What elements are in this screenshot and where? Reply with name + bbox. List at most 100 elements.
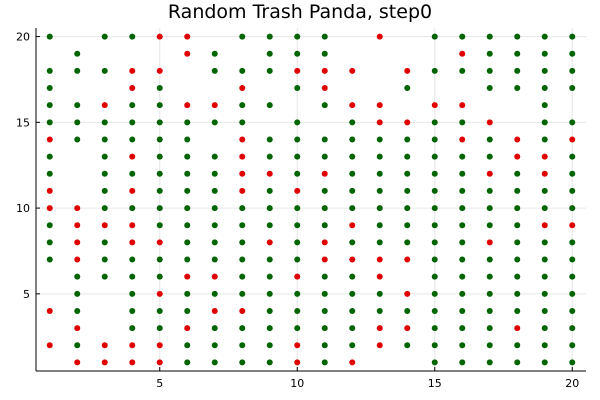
data-point-green xyxy=(541,33,548,40)
data-point-green xyxy=(541,273,548,280)
data-point-green xyxy=(46,67,53,74)
data-point-green xyxy=(239,325,246,332)
data-point-red xyxy=(376,33,383,40)
data-point-green xyxy=(294,222,301,229)
data-point-green xyxy=(266,50,273,57)
data-point-green xyxy=(184,205,191,212)
data-point-red xyxy=(376,342,383,349)
data-point-green xyxy=(321,307,328,314)
data-point-red xyxy=(404,290,411,297)
data-point-red xyxy=(239,136,246,143)
data-point-green xyxy=(541,359,548,366)
data-point-green xyxy=(514,67,521,74)
data-point-green xyxy=(156,307,163,314)
data-point-red xyxy=(74,325,81,332)
data-point-green xyxy=(294,85,301,92)
data-point-red xyxy=(46,187,53,194)
data-point-green xyxy=(376,239,383,246)
data-point-green xyxy=(101,153,108,160)
data-point-red xyxy=(211,273,218,280)
data-point-green xyxy=(101,187,108,194)
data-point-green xyxy=(211,205,218,212)
data-point-green xyxy=(266,359,273,366)
data-point-green xyxy=(514,273,521,280)
data-point-green xyxy=(376,153,383,160)
data-point-red xyxy=(156,33,163,40)
data-point-green xyxy=(541,119,548,126)
chart-title: Random Trash Panda, step0 xyxy=(167,1,433,23)
data-point-green xyxy=(514,342,521,349)
data-point-green xyxy=(349,153,356,160)
data-point-green xyxy=(239,33,246,40)
data-point-green xyxy=(376,187,383,194)
data-point-red xyxy=(321,170,328,177)
data-point-green xyxy=(211,239,218,246)
data-point-green xyxy=(376,222,383,229)
data-point-green xyxy=(486,222,493,229)
data-point-green xyxy=(184,256,191,263)
data-point-green xyxy=(184,239,191,246)
data-point-green xyxy=(376,307,383,314)
data-point-green xyxy=(184,342,191,349)
data-point-green xyxy=(266,222,273,229)
y-tick-label: 5 xyxy=(23,288,30,301)
data-point-green xyxy=(404,342,411,349)
data-point-green xyxy=(486,187,493,194)
data-point-green xyxy=(404,307,411,314)
data-point-red xyxy=(294,359,301,366)
data-point-green xyxy=(101,170,108,177)
data-point-green xyxy=(514,239,521,246)
data-point-green xyxy=(46,222,53,229)
data-point-green xyxy=(46,33,53,40)
data-point-red xyxy=(184,273,191,280)
data-point-green xyxy=(486,136,493,143)
data-point-green xyxy=(211,67,218,74)
data-point-green xyxy=(239,359,246,366)
data-point-green xyxy=(129,102,136,109)
data-point-green xyxy=(321,33,328,40)
data-point-green xyxy=(46,102,53,109)
data-point-green xyxy=(541,187,548,194)
data-point-green xyxy=(349,273,356,280)
data-point-green xyxy=(349,205,356,212)
data-point-green xyxy=(101,239,108,246)
data-point-green xyxy=(569,205,576,212)
data-point-green xyxy=(404,85,411,92)
data-point-green xyxy=(541,67,548,74)
data-point-green xyxy=(156,273,163,280)
data-point-green xyxy=(459,33,466,40)
data-point-green xyxy=(239,239,246,246)
data-point-red xyxy=(129,85,136,92)
data-point-red xyxy=(431,102,438,109)
data-point-red xyxy=(376,273,383,280)
data-point-red xyxy=(541,170,548,177)
data-point-green xyxy=(514,205,521,212)
data-point-green xyxy=(184,187,191,194)
data-point-red xyxy=(321,239,328,246)
data-point-green xyxy=(266,273,273,280)
data-point-green xyxy=(101,119,108,126)
data-point-green xyxy=(569,67,576,74)
data-point-red xyxy=(129,239,136,246)
data-point-green xyxy=(156,102,163,109)
data-point-green xyxy=(404,239,411,246)
data-point-red xyxy=(239,170,246,177)
data-point-green xyxy=(294,239,301,246)
data-point-green xyxy=(431,153,438,160)
data-point-red xyxy=(514,325,521,332)
axes: 5 10 15 20 5 10 15 20 xyxy=(16,28,586,390)
data-point-red xyxy=(321,85,328,92)
data-point-green xyxy=(46,85,53,92)
data-point-green xyxy=(239,342,246,349)
data-point-red xyxy=(184,325,191,332)
data-point-red xyxy=(129,222,136,229)
data-point-red xyxy=(376,256,383,263)
data-point-green xyxy=(129,256,136,263)
data-point-red xyxy=(404,325,411,332)
data-point-red xyxy=(239,307,246,314)
data-point-green xyxy=(431,325,438,332)
data-point-green xyxy=(239,205,246,212)
data-point-green xyxy=(486,67,493,74)
data-point-green xyxy=(74,307,81,314)
x-tick-label: 5 xyxy=(156,377,163,390)
